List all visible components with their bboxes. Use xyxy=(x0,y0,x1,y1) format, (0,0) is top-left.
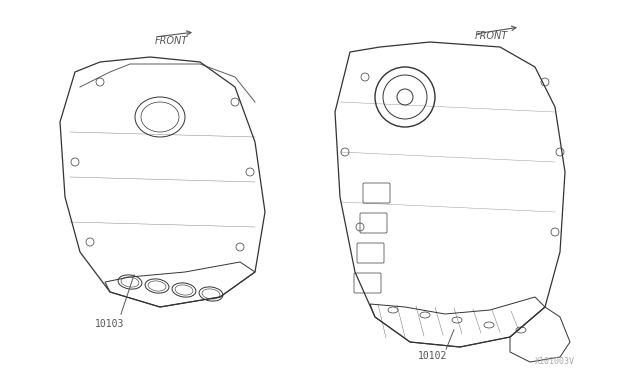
Text: X101003V: X101003V xyxy=(535,357,575,366)
Text: 10102: 10102 xyxy=(418,351,447,361)
Text: 10103: 10103 xyxy=(95,319,124,329)
Text: FRONT: FRONT xyxy=(155,36,188,46)
Text: FRONT: FRONT xyxy=(475,31,508,41)
